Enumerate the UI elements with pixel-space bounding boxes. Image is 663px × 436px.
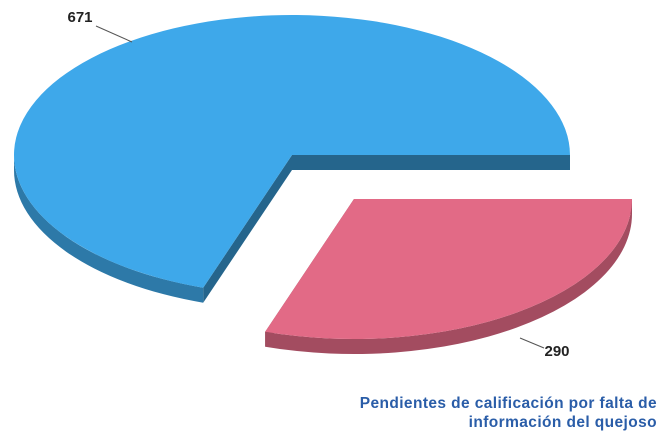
leader-line bbox=[519, 337, 545, 349]
leader-line bbox=[95, 25, 133, 43]
slice-side bbox=[265, 199, 632, 355]
slice-wall bbox=[203, 155, 292, 303]
slice bbox=[14, 15, 571, 288]
slice bbox=[265, 199, 632, 340]
data-label: 671 bbox=[67, 9, 92, 26]
slice-wall bbox=[292, 155, 570, 170]
slice-side bbox=[13, 155, 204, 303]
caption: Pendientes de calificación por falta de … bbox=[359, 395, 657, 431]
data-label: 290 bbox=[544, 343, 569, 360]
